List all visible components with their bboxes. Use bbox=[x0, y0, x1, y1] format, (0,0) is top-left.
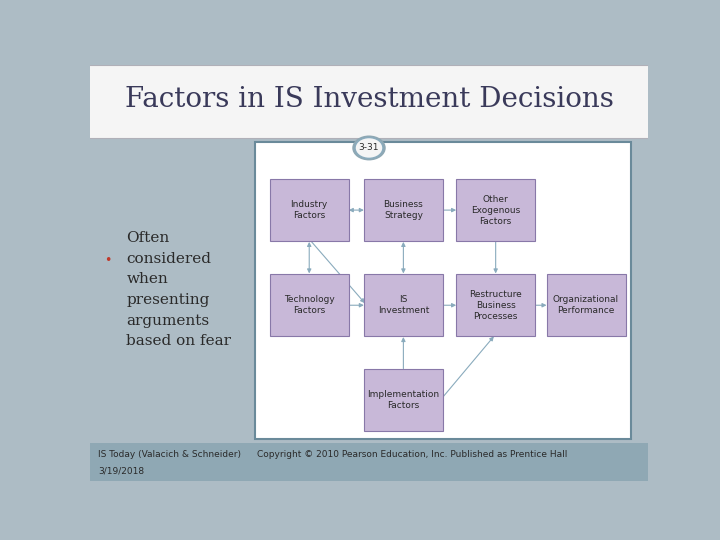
Text: Restructure
Business
Processes: Restructure Business Processes bbox=[469, 289, 522, 321]
FancyArrowPatch shape bbox=[443, 303, 455, 307]
FancyArrowPatch shape bbox=[307, 243, 311, 272]
FancyArrowPatch shape bbox=[402, 243, 405, 272]
FancyBboxPatch shape bbox=[90, 443, 648, 481]
FancyArrowPatch shape bbox=[535, 303, 545, 307]
Text: IS
Investment: IS Investment bbox=[378, 295, 429, 315]
FancyBboxPatch shape bbox=[364, 274, 443, 336]
FancyBboxPatch shape bbox=[456, 274, 535, 336]
Text: •: • bbox=[104, 254, 112, 267]
Text: IS Today (Valacich & Schneider): IS Today (Valacich & Schneider) bbox=[99, 450, 241, 459]
FancyBboxPatch shape bbox=[364, 369, 443, 431]
Text: 3/19/2018: 3/19/2018 bbox=[99, 467, 145, 476]
FancyArrowPatch shape bbox=[348, 303, 363, 307]
FancyArrowPatch shape bbox=[442, 338, 493, 398]
Text: Often
considered
when
presenting
arguments
based on fear: Often considered when presenting argumen… bbox=[126, 231, 231, 348]
Circle shape bbox=[355, 138, 383, 158]
Text: Technology
Factors: Technology Factors bbox=[284, 295, 335, 315]
Text: Implementation
Factors: Implementation Factors bbox=[367, 390, 439, 410]
FancyArrowPatch shape bbox=[402, 338, 405, 369]
Text: Factors in IS Investment Decisions: Factors in IS Investment Decisions bbox=[125, 86, 613, 113]
Text: Other
Exogenous
Factors: Other Exogenous Factors bbox=[471, 194, 521, 226]
Text: Industry
Factors: Industry Factors bbox=[291, 200, 328, 220]
FancyBboxPatch shape bbox=[255, 141, 631, 439]
FancyBboxPatch shape bbox=[456, 179, 535, 241]
Text: Business
Strategy: Business Strategy bbox=[384, 200, 423, 220]
FancyArrowPatch shape bbox=[443, 208, 455, 212]
Circle shape bbox=[352, 136, 386, 160]
Text: 3-31: 3-31 bbox=[359, 144, 379, 152]
FancyBboxPatch shape bbox=[270, 179, 348, 241]
FancyArrowPatch shape bbox=[494, 242, 498, 272]
FancyBboxPatch shape bbox=[270, 274, 348, 336]
Text: Copyright © 2010 Pearson Education, Inc. Published as Prentice Hall: Copyright © 2010 Pearson Education, Inc.… bbox=[258, 450, 568, 459]
FancyArrowPatch shape bbox=[311, 241, 364, 302]
FancyBboxPatch shape bbox=[90, 65, 648, 138]
Text: Organizational
Performance: Organizational Performance bbox=[553, 295, 619, 315]
FancyArrowPatch shape bbox=[350, 208, 363, 212]
FancyBboxPatch shape bbox=[364, 179, 443, 241]
FancyBboxPatch shape bbox=[546, 274, 626, 336]
